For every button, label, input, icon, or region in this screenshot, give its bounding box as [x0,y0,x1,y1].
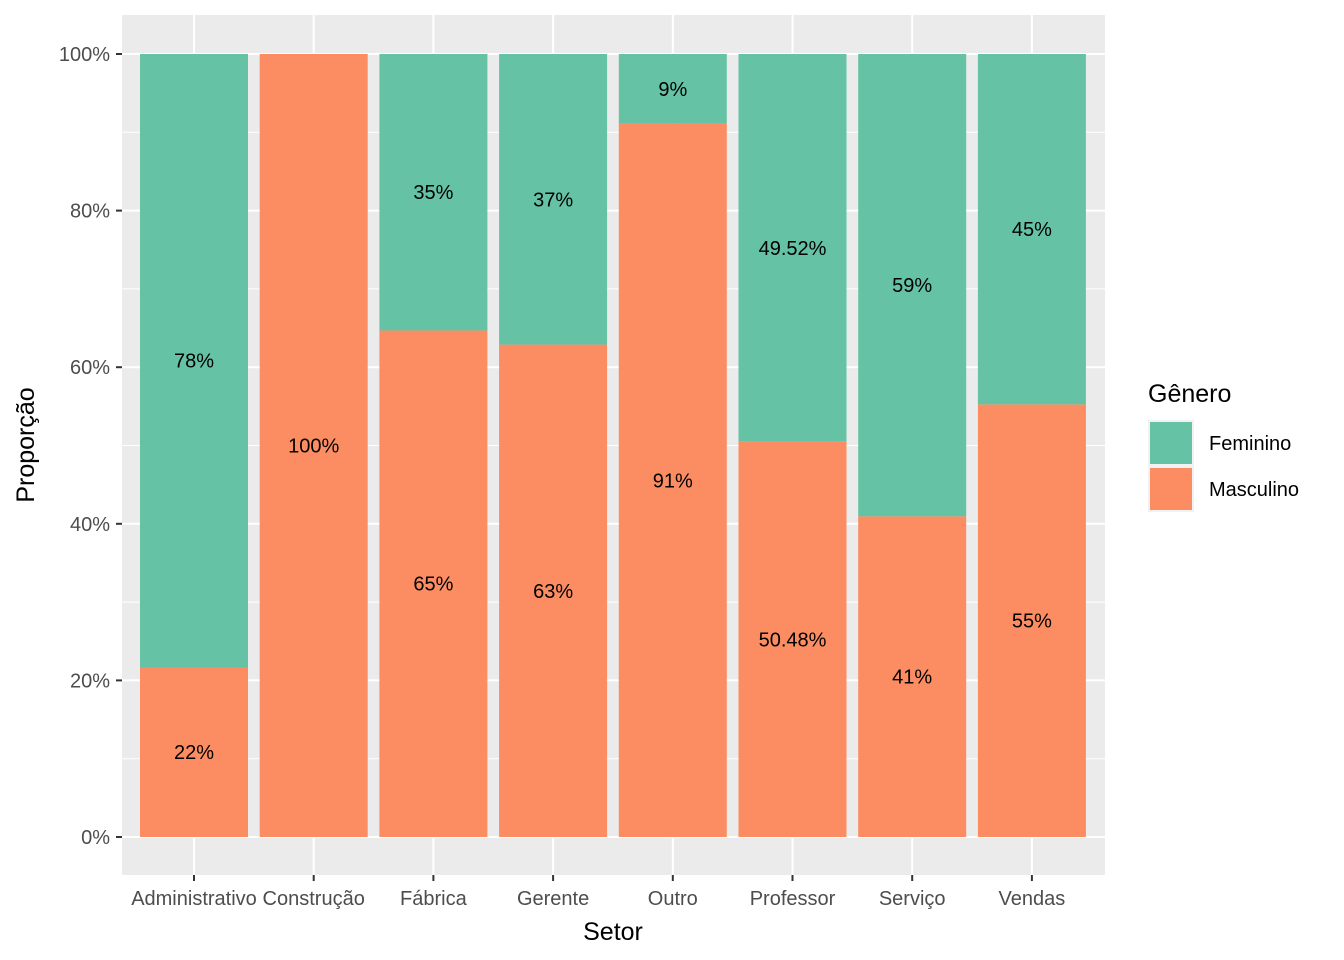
bar-label: 65% [413,574,453,596]
legend-swatch-masculino [1150,468,1192,510]
x-axis-title: Setor [583,918,643,946]
bar-label: 59% [892,275,932,297]
x-axis: Administrativo Construção Fábrica Gerente Ou… [131,875,1065,910]
bar-segment-masculino [977,404,1086,837]
bar-segment-feminino [618,54,727,124]
bar-segment-masculino [499,344,608,837]
bar-label: 63% [533,581,573,603]
bar-label: 45% [1012,219,1052,241]
bar-label: 41% [892,667,932,689]
legend-title: Gênero [1148,380,1231,408]
y-tick-label: 20% [70,670,110,692]
x-tick-label: Gerente [517,888,589,910]
x-tick-label: Serviço [879,888,946,910]
bar-segment-masculino [618,123,727,837]
bar-label: 50.48% [759,629,827,651]
y-tick-label: 60% [70,357,110,379]
y-axis: 0% 20% 40% 60% 80% 100% [59,44,122,849]
bar-label: 49.52% [759,238,827,260]
bar-label: 55% [1012,611,1052,633]
bar-segment-masculino [259,54,368,837]
y-tick-label: 40% [70,514,110,536]
bar-segment-masculino [379,330,488,837]
legend-label: Feminino [1209,433,1291,455]
y-tick-label: 100% [59,44,110,66]
y-tick-label: 0% [81,827,110,849]
bar-segment-feminino [499,54,608,345]
y-axis-title: Proporção [12,387,40,502]
bar-segment-masculino [858,516,967,837]
x-tick-label: Administrativo [131,888,257,910]
bar-label: 91% [653,470,693,492]
legend: Gênero Feminino Masculino [1148,380,1299,512]
bar-label: 22% [174,742,214,764]
bars [140,54,1086,837]
bar-labels: 22% 78% 100% 65% 35% 63% 37% 91% 9% 50.48% 49.52% 4… [174,79,1052,764]
bar-segment-feminino [379,54,488,331]
bar-segment-masculino [140,667,248,837]
bar-segment-feminino [738,54,847,442]
bar-label: 100% [288,436,339,458]
x-tick-label: Professor [750,888,836,910]
x-tick-label: Outro [648,888,698,910]
bar-segment-feminino [977,54,1086,405]
bar-label: 9% [658,79,687,101]
legend-swatch-feminino [1150,422,1192,464]
bar-segment-feminino [140,54,248,668]
x-tick-label: Fábrica [400,888,468,910]
bar-segment-masculino [738,441,847,837]
bar-label: 37% [533,189,573,211]
bar-label: 35% [413,182,453,204]
bar-segment-feminino [858,54,967,517]
bar-label: 78% [174,351,214,373]
legend-label: Masculino [1209,479,1299,501]
x-tick-label: Construção [263,888,365,910]
y-tick-label: 80% [70,201,110,223]
x-tick-label: Vendas [999,888,1066,910]
